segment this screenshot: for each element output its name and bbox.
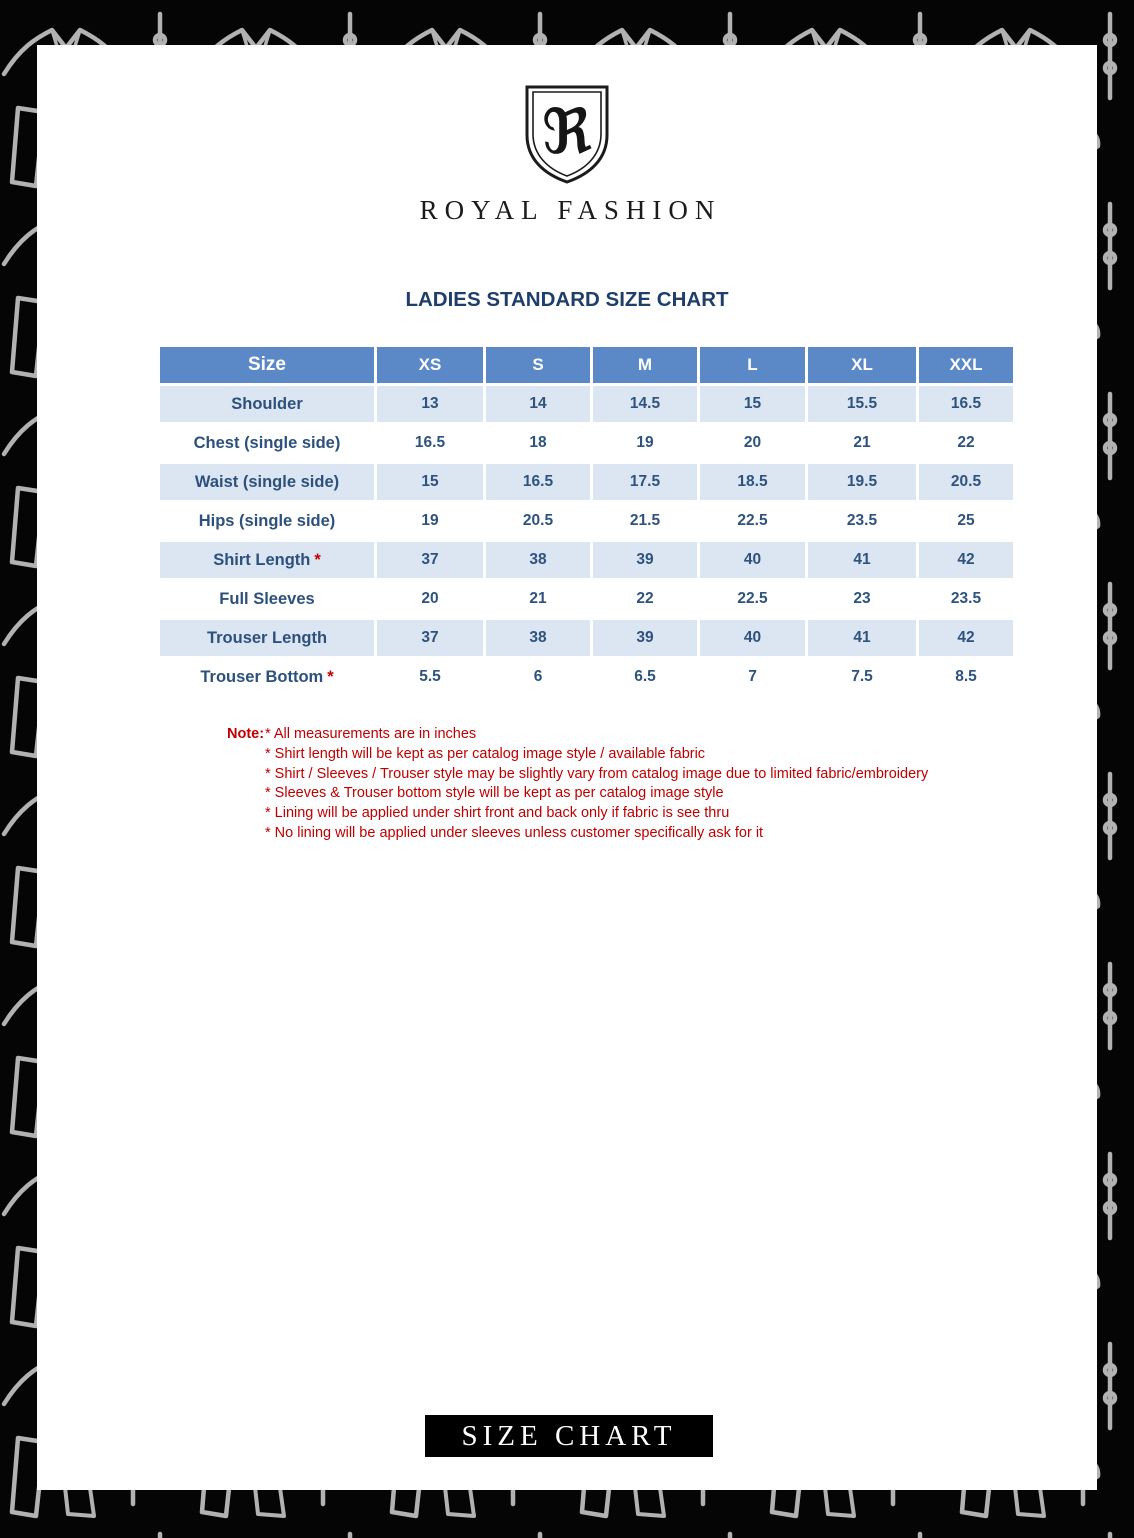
- size-value: 37: [377, 620, 483, 656]
- size-value: 15: [700, 386, 805, 422]
- row-label: Hips (single side): [160, 503, 374, 539]
- row-label: Full Sleeves: [160, 581, 374, 617]
- note-text: * No lining will be applied under sleeve…: [265, 824, 764, 841]
- column-header-xs: XS: [377, 347, 483, 383]
- row-label: Waist (single side): [160, 464, 374, 500]
- shield-logo-icon: ℜ: [525, 85, 609, 184]
- size-value: 22: [919, 425, 1013, 461]
- size-value: 42: [919, 620, 1013, 656]
- size-value: 19: [593, 425, 697, 461]
- page-title: LADIES STANDARD SIZE CHART: [405, 288, 729, 311]
- table-row-waist: Waist (single side) 15 16.5 17.5 18.5 19…: [160, 464, 1013, 500]
- size-value: 23.5: [919, 581, 1013, 617]
- table-row-trouser-bottom: Trouser Bottom * 5.5 6 6.5 7 7.5 8.5: [160, 659, 1013, 695]
- size-value: 16.5: [919, 386, 1013, 422]
- row-label: Chest (single side): [160, 425, 374, 461]
- size-value: 41: [808, 542, 916, 578]
- size-value: 21: [808, 425, 916, 461]
- size-value: 6: [486, 659, 590, 695]
- table-header-row: Size XS S M L XL XXL: [160, 347, 1013, 383]
- brand-monogram: ℜ: [542, 95, 592, 168]
- size-value: 18.5: [700, 464, 805, 500]
- size-value: 6.5: [593, 659, 697, 695]
- size-value: 40: [700, 542, 805, 578]
- size-value: 19.5: [808, 464, 916, 500]
- note-text: * Lining will be applied under shirt fro…: [265, 805, 730, 822]
- size-value: 15.5: [808, 386, 916, 422]
- size-value: 17.5: [593, 464, 697, 500]
- size-value: 21.5: [593, 503, 697, 539]
- size-value: 18: [486, 425, 590, 461]
- size-value: 7: [700, 659, 805, 695]
- size-value: 40: [700, 620, 805, 656]
- row-label: Trouser Bottom *: [160, 659, 374, 695]
- size-value: 41: [808, 620, 916, 656]
- table-row-chest: Chest (single side) 16.5 18 19 20 21 22: [160, 425, 1013, 461]
- size-value: 20.5: [919, 464, 1013, 500]
- size-value: 23.5: [808, 503, 916, 539]
- column-header-xxl: XXL: [919, 347, 1013, 383]
- note-text: * Shirt / Sleeves / Trouser style may be…: [265, 765, 929, 782]
- table-row-trouser-length: Trouser Length 37 38 39 40 41 42: [160, 620, 1013, 656]
- column-header-xl: XL: [808, 347, 916, 383]
- table-row-shirt-length: Shirt Length * 37 38 39 40 41 42: [160, 542, 1013, 578]
- column-header-m: M: [593, 347, 697, 383]
- row-label: Trouser Length: [160, 620, 374, 656]
- size-value: 38: [486, 542, 590, 578]
- note-line: * Lining will be applied under shirt fro…: [227, 804, 1027, 824]
- size-value: 16.5: [377, 425, 483, 461]
- size-value: 42: [919, 542, 1013, 578]
- column-header-l: L: [700, 347, 805, 383]
- size-value: 22: [593, 581, 697, 617]
- size-chart-table: Size XS S M L XL XXL Shoulder 13 14 14.5…: [157, 344, 1016, 698]
- size-value: 21: [486, 581, 590, 617]
- size-value: 25: [919, 503, 1013, 539]
- column-header-s: S: [486, 347, 590, 383]
- note-text: * Shirt length will be kept as per catal…: [265, 745, 706, 762]
- note-line: * Shirt / Sleeves / Trouser style may be…: [227, 765, 1027, 785]
- asterisk-mark: *: [327, 667, 334, 686]
- notes-section: Note: * All measurements are in inches *…: [227, 725, 1027, 844]
- brand-logo: ℜ ROYAL FASHION: [37, 83, 1097, 226]
- size-value: 14.5: [593, 386, 697, 422]
- note-label: Note:: [227, 726, 265, 742]
- size-value: 20: [377, 581, 483, 617]
- note-line: * Sleeves & Trouser bottom style will be…: [227, 784, 1027, 804]
- size-chart-banner: SIZE CHART: [425, 1415, 713, 1457]
- size-value: 14: [486, 386, 590, 422]
- size-value: 8.5: [919, 659, 1013, 695]
- size-value: 16.5: [486, 464, 590, 500]
- size-value: 19: [377, 503, 483, 539]
- table-row-hips: Hips (single side) 19 20.5 21.5 22.5 23.…: [160, 503, 1013, 539]
- brand-name: ROYAL FASHION: [419, 195, 722, 225]
- size-value: 7.5: [808, 659, 916, 695]
- size-value: 37: [377, 542, 483, 578]
- size-value: 22.5: [700, 581, 805, 617]
- size-value: 23: [808, 581, 916, 617]
- column-header-size: Size: [160, 347, 374, 383]
- table-row-shoulder: Shoulder 13 14 14.5 15 15.5 16.5: [160, 386, 1013, 422]
- size-value: 22.5: [700, 503, 805, 539]
- note-line: * Shirt length will be kept as per catal…: [227, 745, 1027, 765]
- size-value: 13: [377, 386, 483, 422]
- size-value: 39: [593, 620, 697, 656]
- note-line: * No lining will be applied under sleeve…: [227, 824, 1027, 844]
- size-value: 20.5: [486, 503, 590, 539]
- asterisk-mark: *: [314, 550, 321, 569]
- size-value: 38: [486, 620, 590, 656]
- table-row-full-sleeves: Full Sleeves 20 21 22 22.5 23 23.5: [160, 581, 1013, 617]
- note-line: Note: * All measurements are in inches: [227, 725, 1027, 745]
- note-text: * Sleeves & Trouser bottom style will be…: [265, 785, 724, 802]
- document-page: ℜ ROYAL FASHION LADIES STANDARD SIZE CHA…: [37, 45, 1097, 1490]
- size-value: 39: [593, 542, 697, 578]
- size-value: 15: [377, 464, 483, 500]
- note-text: * All measurements are in inches: [265, 726, 477, 742]
- row-label: Shoulder: [160, 386, 374, 422]
- size-value: 5.5: [377, 659, 483, 695]
- row-label: Shirt Length *: [160, 542, 374, 578]
- size-value: 20: [700, 425, 805, 461]
